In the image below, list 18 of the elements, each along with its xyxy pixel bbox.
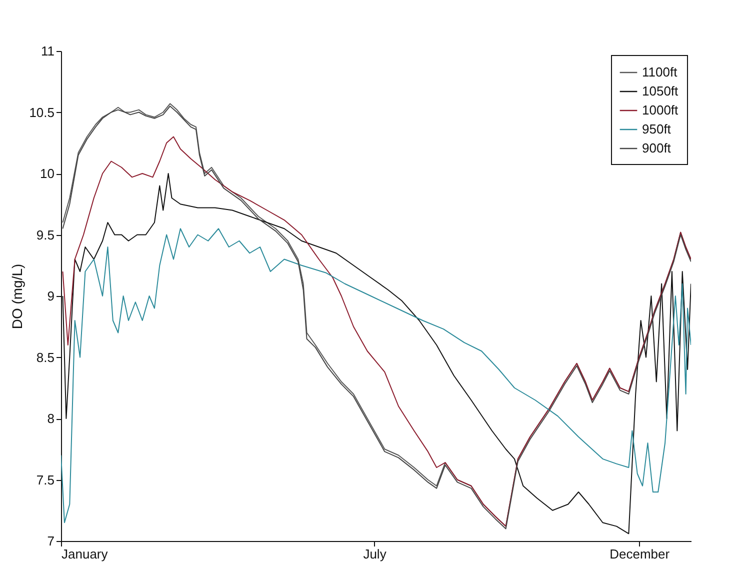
y-tick-label: 9.5 bbox=[36, 227, 54, 242]
x-tick-label: July bbox=[363, 546, 387, 562]
y-tick-label: 11 bbox=[41, 44, 54, 58]
y-tick-label: 9 bbox=[47, 288, 54, 304]
y-tick-label: 10 bbox=[40, 166, 54, 181]
legend-label: 900ft bbox=[642, 140, 672, 156]
legend-label: 1000ft bbox=[642, 102, 679, 118]
y-axis-title: DO (mg/L) bbox=[9, 264, 26, 330]
x-tick-label: January bbox=[62, 546, 108, 562]
legend-label: 950ft bbox=[642, 122, 672, 136]
legend-label: 1050ft bbox=[642, 84, 679, 98]
y-tick-label: 10.5 bbox=[29, 104, 54, 120]
legend-label: 1100ft bbox=[642, 64, 678, 80]
y-tick-label: 7 bbox=[47, 534, 54, 548]
x-tick-label: December bbox=[610, 546, 670, 562]
y-tick-label: 8.5 bbox=[36, 350, 54, 365]
y-tick-label: 8 bbox=[47, 411, 54, 426]
y-tick-label: 7.5 bbox=[36, 472, 54, 488]
